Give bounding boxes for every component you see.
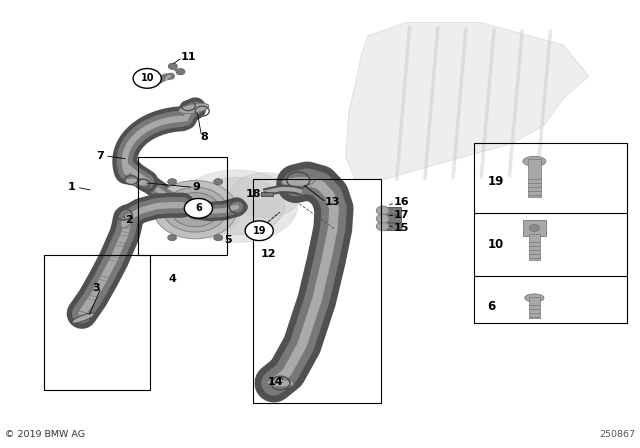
Bar <box>523 220 546 236</box>
Circle shape <box>376 222 389 231</box>
Bar <box>529 234 540 260</box>
Text: 6: 6 <box>488 300 496 314</box>
Text: 13: 13 <box>325 198 340 207</box>
Circle shape <box>184 198 212 218</box>
Text: © 2019 BMW AG: © 2019 BMW AG <box>5 430 85 439</box>
Circle shape <box>245 221 273 241</box>
Bar <box>253 179 381 403</box>
Ellipse shape <box>525 294 544 302</box>
Text: 250867: 250867 <box>599 430 635 439</box>
Bar <box>383 207 401 214</box>
Circle shape <box>168 234 177 241</box>
Bar <box>383 215 401 222</box>
Circle shape <box>529 224 540 232</box>
Circle shape <box>214 234 223 241</box>
Text: 18: 18 <box>246 189 261 198</box>
Text: 3: 3 <box>92 283 100 293</box>
Text: 14: 14 <box>268 377 283 387</box>
Ellipse shape <box>267 379 294 387</box>
Text: 10: 10 <box>488 237 504 251</box>
Text: 10: 10 <box>140 73 154 83</box>
Polygon shape <box>182 197 240 233</box>
Circle shape <box>376 214 389 223</box>
Text: 4: 4 <box>169 274 177 284</box>
Bar <box>529 297 540 318</box>
Polygon shape <box>176 170 298 242</box>
Text: 19: 19 <box>252 226 266 236</box>
Text: 12: 12 <box>261 250 276 259</box>
Bar <box>261 192 273 196</box>
Circle shape <box>171 193 220 227</box>
Text: 16: 16 <box>394 198 409 207</box>
Text: 2: 2 <box>125 215 133 225</box>
Circle shape <box>168 63 177 69</box>
Text: 17: 17 <box>394 210 409 220</box>
Bar <box>44 255 150 390</box>
Ellipse shape <box>124 178 150 186</box>
Text: 11: 11 <box>181 52 196 62</box>
Text: 19: 19 <box>488 175 504 188</box>
Bar <box>383 223 401 230</box>
Polygon shape <box>346 22 589 179</box>
Ellipse shape <box>179 103 209 113</box>
Text: 5: 5 <box>224 235 232 245</box>
Circle shape <box>176 69 185 75</box>
Bar <box>528 159 541 197</box>
Bar <box>138 157 227 255</box>
Text: 1: 1 <box>68 182 76 192</box>
Ellipse shape <box>72 313 95 323</box>
Polygon shape <box>189 177 285 235</box>
Circle shape <box>154 181 237 239</box>
Circle shape <box>168 179 177 185</box>
Text: 8: 8 <box>200 132 208 142</box>
Circle shape <box>163 187 227 232</box>
Circle shape <box>133 69 161 88</box>
Polygon shape <box>230 173 301 217</box>
Text: 15: 15 <box>394 223 409 233</box>
Ellipse shape <box>523 156 546 166</box>
Bar <box>474 143 627 323</box>
Text: 9: 9 <box>192 182 200 192</box>
Ellipse shape <box>120 213 133 228</box>
Text: 6: 6 <box>195 203 202 213</box>
Circle shape <box>145 207 154 213</box>
Circle shape <box>237 207 246 213</box>
Circle shape <box>376 206 389 215</box>
Text: 7: 7 <box>96 151 104 161</box>
Circle shape <box>214 179 223 185</box>
Ellipse shape <box>282 177 315 186</box>
